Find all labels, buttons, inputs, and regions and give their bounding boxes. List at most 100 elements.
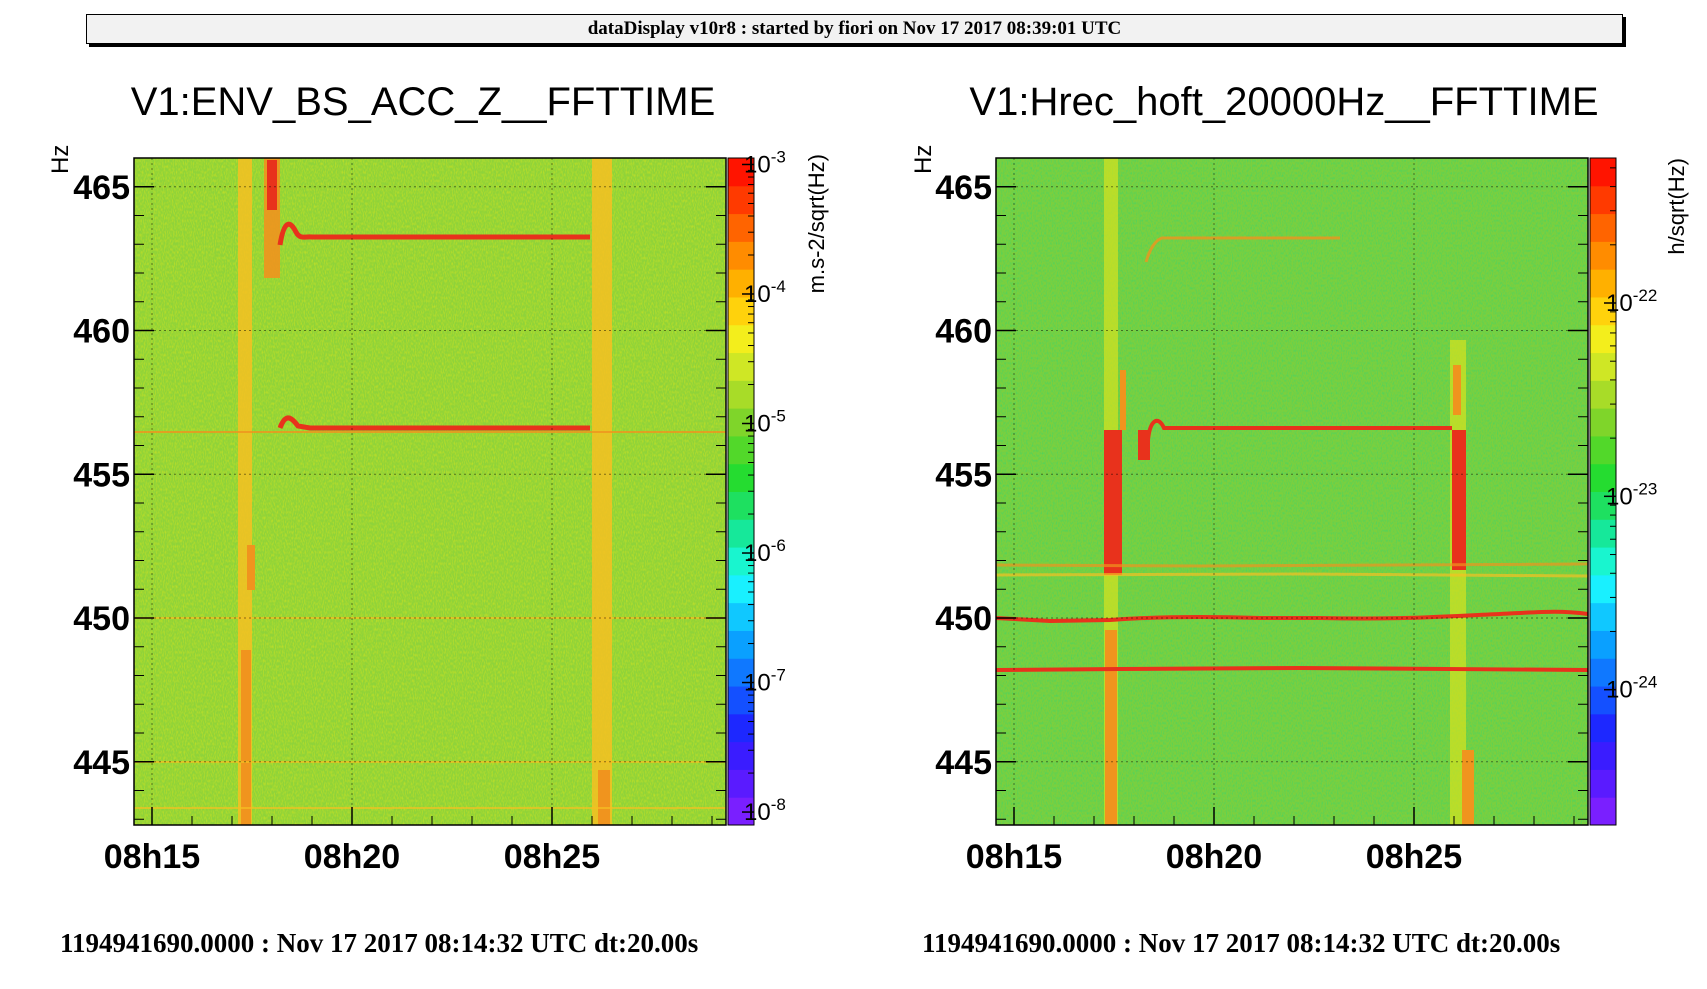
spectral-line <box>995 665 1589 672</box>
y-tick-label: 465 <box>73 169 130 207</box>
y-axis: 445 450 455 460 465 <box>73 157 726 820</box>
palette-cell <box>1590 713 1616 743</box>
z-tick-label: 10-7 <box>744 666 786 697</box>
z-tick-label: 10-22 <box>1606 286 1657 317</box>
x-tick-label: 08h20 <box>304 838 400 876</box>
palette-cell <box>1590 296 1616 326</box>
y-axis-unit: Hz <box>47 145 74 174</box>
y-tick-label: 465 <box>935 169 992 207</box>
footer-text: 1194941690.0000 : Nov 17 2017 08:14:32 U… <box>922 928 1561 958</box>
y-tick-label: 455 <box>73 456 130 494</box>
spectral-line <box>995 572 1589 578</box>
palette-cell <box>728 213 754 242</box>
transient-band <box>1104 430 1122 575</box>
palette-cell <box>728 547 754 576</box>
y-axis: 445 450 455 460 465 <box>935 157 1588 820</box>
y-tick-label: 445 <box>73 744 130 782</box>
z-tick-label: 10-23 <box>1606 479 1657 510</box>
color-scale: 10-22 10-23 10-24 <box>1589 157 1657 826</box>
panel-footer-left: 1194941690.0000 : Nov 17 2017 08:14:32 U… <box>60 928 698 959</box>
palette-cell <box>1590 213 1616 242</box>
palette-cell <box>728 324 754 354</box>
palette-cell <box>1590 658 1616 687</box>
palette-cell <box>728 519 754 548</box>
palette-frame <box>1589 157 1617 826</box>
palette-cell <box>728 574 754 604</box>
plot-noise-yellow <box>134 158 726 825</box>
transient-band <box>1120 370 1126 430</box>
palette-cell <box>1590 519 1616 548</box>
palette-cell <box>728 463 754 492</box>
panel-hrec-hoft: V1:Hrec_hoft_20000Hz__FFTTIME 4454504554… <box>910 80 1689 876</box>
palette-cell <box>728 408 754 437</box>
palette-cell <box>1590 463 1616 492</box>
transient-band <box>247 545 255 590</box>
y-axis-unit: Hz <box>910 145 937 174</box>
palette-cell <box>728 769 754 798</box>
plot-frame <box>995 157 1589 826</box>
x-axis: 08h15 08h20 08h25 <box>104 807 713 876</box>
palette-cell <box>1590 408 1616 437</box>
palette-cell <box>1590 158 1616 187</box>
palette-cell <box>1590 686 1616 715</box>
palette-cell <box>728 269 754 298</box>
color-scale-label: h/sqrt(Hz) <box>1664 158 1689 255</box>
palette-cell <box>1590 435 1616 465</box>
z-tick-label: 10-3 <box>744 147 786 178</box>
y-tick-label: 460 <box>73 313 130 351</box>
transient-band <box>598 770 610 825</box>
palette-cell <box>728 630 754 659</box>
z-tick-label: 10-8 <box>744 795 786 826</box>
x-tick-label: 08h20 <box>1166 838 1262 876</box>
palette-cell <box>728 435 754 465</box>
spectral-line <box>995 609 1589 624</box>
color-scale-label: m.s-2/sqrt(Hz) <box>804 154 829 293</box>
palette-cell <box>1590 630 1616 659</box>
grid <box>134 158 726 825</box>
panel-title: V1:ENV_BS_ACC_Z__FFTTIME <box>131 80 716 124</box>
spectral-line <box>1146 418 1452 441</box>
transient-band <box>1453 365 1461 415</box>
x-tick-label: 08h15 <box>966 838 1062 876</box>
palette-cell <box>728 352 754 381</box>
transient-band <box>267 160 277 210</box>
spectral-line <box>995 562 1589 568</box>
color-scale: 10-3 10-4 10-5 10-6 10-7 10-8 <box>727 147 786 826</box>
grid <box>996 158 1588 825</box>
palette-cell <box>728 713 754 743</box>
palette-cell <box>1590 574 1616 604</box>
spectral-line <box>277 415 590 431</box>
palette-cell <box>728 491 754 520</box>
transient-band <box>592 158 612 825</box>
palette-cell <box>1590 352 1616 381</box>
y-tick-label: 450 <box>935 600 992 638</box>
palette-cell <box>728 296 754 326</box>
palette-cell <box>728 380 754 409</box>
transient-band <box>241 650 251 825</box>
y-tick-label: 455 <box>935 456 992 494</box>
y-tick-label: 460 <box>935 313 992 351</box>
palette-cell <box>1590 185 1616 215</box>
z-tick-label: 10-24 <box>1606 673 1657 704</box>
y-tick-label: 450 <box>73 600 130 638</box>
footer-text: 1194941690.0000 : Nov 17 2017 08:14:32 U… <box>60 928 699 958</box>
palette-cell <box>728 741 754 770</box>
transient-band <box>1452 430 1466 570</box>
x-axis: 08h15 08h20 08h25 <box>966 807 1575 876</box>
palette-cell <box>1590 324 1616 354</box>
y-tick-label: 445 <box>935 744 992 782</box>
palette-cell <box>1590 769 1616 798</box>
spectral-line <box>1144 236 1340 263</box>
display-header-title: dataDisplay v10r8 : started by fiori on … <box>587 18 1122 39</box>
palette-cell <box>1590 547 1616 576</box>
panel-title: V1:Hrec_hoft_20000Hz__FFTTIME <box>969 80 1598 124</box>
panel-env-bs-acc: V1:ENV_BS_ACC_Z__FFTTIME 445 450 455 460 465… <box>47 80 829 876</box>
z-tick-label: 10-6 <box>744 536 786 567</box>
palette-cell <box>728 686 754 715</box>
palette-cell <box>1590 797 1616 826</box>
palette-cell <box>1590 241 1616 270</box>
spectral-line <box>277 221 590 246</box>
spectral-features <box>134 158 726 825</box>
palette-cell <box>728 241 754 270</box>
